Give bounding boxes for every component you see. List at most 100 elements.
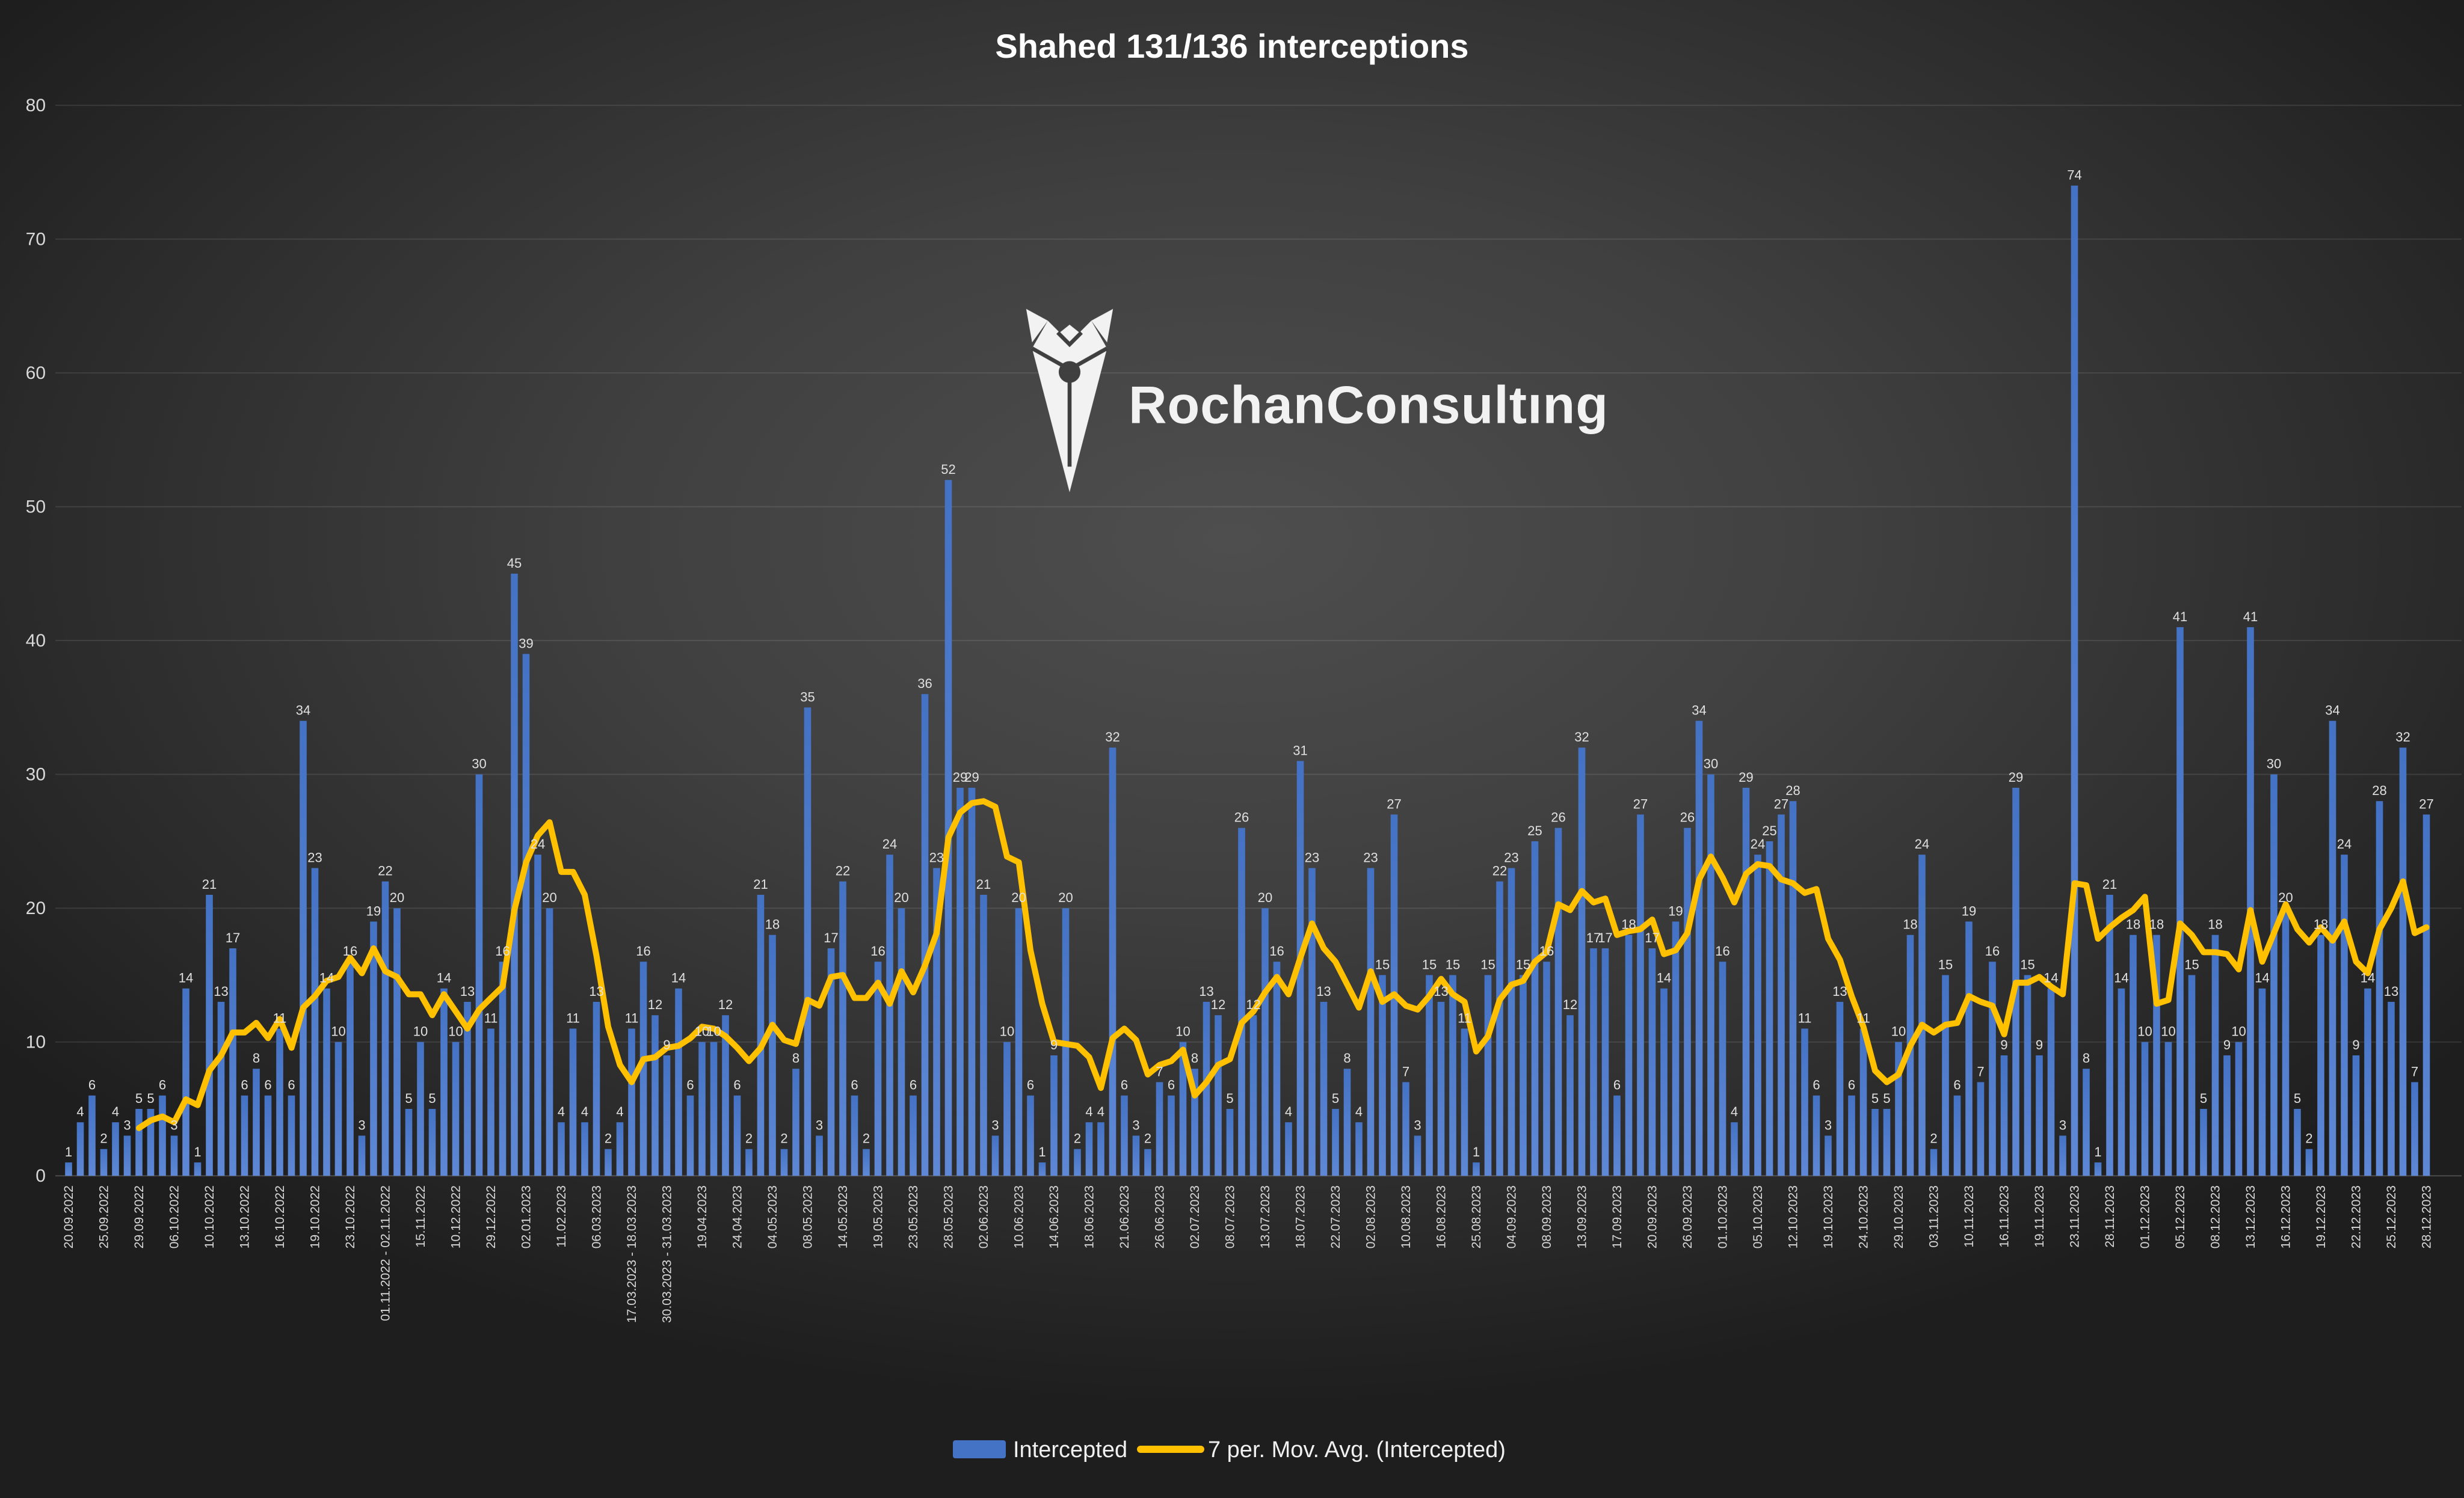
bar-value-label: 4 xyxy=(112,1104,119,1119)
bar-value-label: 22 xyxy=(378,864,392,879)
bar xyxy=(933,868,940,1176)
bar-value-label: 17 xyxy=(1586,930,1601,945)
x-axis-tick-label: 14.06.2023 xyxy=(1047,1185,1061,1248)
bar xyxy=(1379,975,1386,1176)
bar xyxy=(1578,747,1586,1176)
bar xyxy=(1402,1082,1409,1176)
bar xyxy=(2036,1055,2043,1176)
bar xyxy=(722,1015,729,1176)
bar xyxy=(1027,1095,1034,1176)
bar xyxy=(1097,1122,1104,1176)
bar-value-label: 13 xyxy=(589,984,603,999)
x-axis-tick-label: 20.09.2022 xyxy=(62,1185,76,1248)
bar xyxy=(346,962,354,1176)
bar xyxy=(452,1042,460,1176)
bar xyxy=(381,881,389,1176)
x-axis-tick-label: 08.09.2023 xyxy=(1540,1185,1554,1248)
bar xyxy=(1883,1108,1891,1176)
bar-value-label: 1 xyxy=(2094,1144,2101,1159)
bar-value-label: 4 xyxy=(76,1104,84,1119)
bar xyxy=(1731,1122,1738,1176)
bar xyxy=(534,855,541,1176)
bar-value-label: 20 xyxy=(542,890,556,905)
bar-value-label: 2 xyxy=(863,1131,870,1146)
bar xyxy=(1554,827,1562,1176)
bar-value-label: 13 xyxy=(1199,984,1213,999)
x-axis-tick-label: 10.10.2022 xyxy=(203,1185,217,1248)
bar-value-label: 32 xyxy=(1105,729,1120,744)
bar xyxy=(2352,1055,2360,1176)
bar-value-label: 17 xyxy=(1598,930,1612,945)
bar-value-label: 23 xyxy=(929,850,944,865)
bar xyxy=(1766,841,1773,1176)
bar-value-label: 6 xyxy=(288,1078,295,1093)
bar-value-label: 5 xyxy=(428,1091,436,1106)
bar xyxy=(921,694,929,1176)
bar-value-label: 16 xyxy=(870,944,885,959)
bar xyxy=(358,1135,366,1176)
bar-value-label: 29 xyxy=(2009,770,2023,785)
bar-value-label: 19 xyxy=(1668,903,1683,918)
bar-value-label: 30 xyxy=(1704,757,1718,772)
bar-value-label: 16 xyxy=(1269,944,1284,959)
bar-value-label: 4 xyxy=(581,1104,588,1119)
bar xyxy=(1918,855,1926,1176)
bar-value-label: 9 xyxy=(2223,1037,2231,1052)
bar xyxy=(1520,975,1527,1176)
bar xyxy=(1825,1135,1832,1176)
x-axis-tick-label: 14.05.2023 xyxy=(836,1185,850,1248)
bar-value-label: 32 xyxy=(1574,729,1589,744)
bar-value-label: 10 xyxy=(331,1024,345,1039)
bar-value-label: 6 xyxy=(1848,1078,1855,1093)
bar xyxy=(1038,1162,1046,1176)
bar xyxy=(1426,975,1433,1176)
bar-value-label: 3 xyxy=(358,1117,365,1132)
bar-value-label: 18 xyxy=(2314,917,2328,932)
bar-value-label: 13 xyxy=(460,984,475,999)
x-axis-tick-label: 26.06.2023 xyxy=(1153,1185,1166,1248)
bar-value-label: 24 xyxy=(1751,836,1765,852)
x-axis-tick-label: 02.07.2023 xyxy=(1188,1185,1202,1248)
bar-value-label: 12 xyxy=(1563,997,1577,1012)
bar-value-label: 29 xyxy=(964,770,979,785)
x-axis-tick-labels: 20.09.2022 25.09.2022 29.09.2022 06.10.2022… xyxy=(62,1185,2434,1323)
bar xyxy=(1132,1135,1140,1176)
bar xyxy=(616,1122,624,1176)
bar xyxy=(2399,747,2407,1176)
bar-value-label: 28 xyxy=(2372,783,2386,798)
bar xyxy=(1836,1001,1844,1176)
bar-value-label: 20 xyxy=(1258,890,1272,905)
bar-value-label: 9 xyxy=(2036,1037,2043,1052)
bar xyxy=(944,480,952,1176)
x-axis-tick-label: 28.11.2023 xyxy=(2103,1185,2117,1247)
bar-value-label: 10 xyxy=(2231,1024,2246,1039)
bar xyxy=(1144,1149,1151,1176)
bar xyxy=(170,1135,178,1176)
bar xyxy=(1261,908,1269,1176)
bar xyxy=(2071,185,2078,1176)
bar-value-label: 25 xyxy=(1762,823,1776,838)
bar xyxy=(839,881,846,1176)
bar-value-label: 10 xyxy=(413,1024,428,1039)
bar xyxy=(2376,801,2383,1176)
x-axis-tick-label: 05.12.2023 xyxy=(2173,1185,2187,1248)
bar-value-label: 3 xyxy=(1825,1117,1832,1132)
bar xyxy=(863,1149,870,1176)
bar-value-label: 29 xyxy=(953,770,967,785)
x-axis-tick-label: 17.03.2023 - 18.03.2023 xyxy=(625,1185,639,1323)
bar xyxy=(1437,1001,1445,1176)
y-axis-tick-label: 70 xyxy=(26,230,46,250)
bar xyxy=(194,1162,202,1176)
bar xyxy=(147,1108,155,1176)
bar-value-label: 27 xyxy=(1774,796,1788,811)
y-axis-tick-label: 40 xyxy=(26,631,46,651)
bar-value-label: 21 xyxy=(2102,877,2117,892)
bar-value-label: 23 xyxy=(1363,850,1378,865)
bar-value-label: 16 xyxy=(1539,944,1554,959)
bar-value-label: 10 xyxy=(1175,1024,1190,1039)
bar xyxy=(1871,1108,1879,1176)
bar-value-label: 7 xyxy=(1977,1064,1984,1079)
bar-value-label: 12 xyxy=(718,997,733,1012)
bar-value-label: 15 xyxy=(1516,957,1530,972)
